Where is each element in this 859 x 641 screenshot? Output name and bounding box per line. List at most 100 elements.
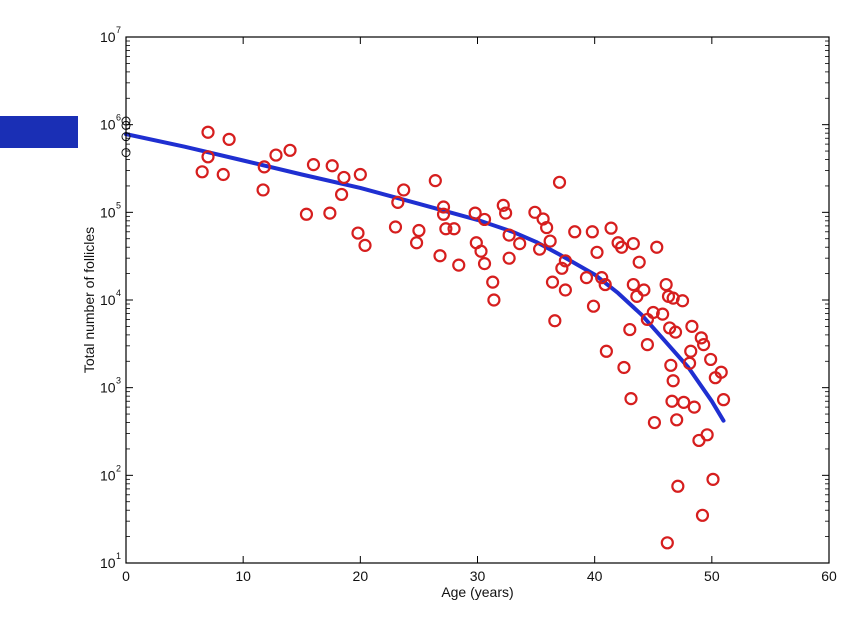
x-tick-label: 30 [470,568,486,584]
y-tick-exponent: 4 [116,288,121,298]
data-point [325,159,339,173]
data-point [558,283,572,297]
data-point [555,261,569,275]
data-point [671,479,685,493]
data-point [656,307,670,321]
data-point [447,222,461,236]
data-point [706,472,720,486]
data-point [532,242,547,256]
data-point [677,395,691,409]
y-tick-label: 10 [100,292,116,308]
data-point [545,275,560,289]
fit-curve [124,132,726,423]
x-tick-label: 10 [235,568,251,584]
y-tick-exponent: 5 [116,200,121,210]
data-point [436,200,451,214]
data-point [433,249,447,263]
y-tick-label: 10 [100,380,116,396]
data-point [697,337,711,352]
data-point [428,174,442,188]
data-point [646,305,660,320]
data-point [391,195,405,209]
data-point [623,322,637,337]
data-point [660,536,674,550]
plot-frame [125,36,830,564]
data-point [558,254,572,268]
data-point [477,257,492,271]
data-point [637,283,651,297]
data-point [586,299,601,313]
x-tick-label: 40 [587,568,603,584]
data-point [468,206,482,220]
data-point [675,294,690,308]
data-point [201,125,215,139]
data-point [670,413,684,427]
x-tick-label: 60 [821,568,837,584]
plot-area [121,116,731,550]
data-point [283,143,297,157]
data-point [397,183,411,197]
data-point [452,258,466,272]
data-point [409,236,424,250]
data-point [579,271,594,285]
data-point [502,228,516,242]
data-point [626,277,640,292]
y-axis-title: Total number of follicles [81,227,97,373]
data-point [269,148,283,162]
data-point [474,244,488,258]
data-point [684,344,698,358]
y-tick-label: 10 [100,204,116,220]
data-point [599,344,613,358]
y-tick-exponent: 6 [116,113,121,123]
data-point [222,132,236,146]
data-point [624,392,638,406]
data-point [665,394,679,408]
data-point [590,245,604,259]
data-point [695,508,710,522]
data-point [201,150,215,164]
data-point [714,365,728,379]
data-point [499,206,513,220]
data-point [337,170,351,185]
y-tick-label: 10 [100,555,116,571]
data-point [640,337,654,352]
data-point [666,374,680,388]
x-axis-title: Age (years) [441,584,513,600]
y-tick-exponent: 1 [116,551,121,561]
data-point [334,187,349,202]
data-point [668,325,683,339]
data-point [486,275,500,289]
data-point [436,207,451,221]
data-point [540,220,554,235]
data-point [632,255,646,269]
data-point [694,331,708,345]
data-point [552,175,567,189]
accent-bar [0,116,78,148]
data-point [685,319,699,333]
data-point [528,205,542,219]
data-point [704,352,718,367]
data-point [256,183,270,197]
data-point [388,220,403,234]
data-point [487,293,501,307]
data-point [659,277,673,292]
data-point [216,167,230,182]
data-point [568,225,582,239]
data-point [647,415,662,430]
data-point [502,251,516,265]
data-point [496,198,510,212]
data-point [306,158,321,172]
data-point [626,236,640,251]
data-point [615,240,629,254]
data-point [585,225,599,239]
data-point [604,221,618,235]
data-point [700,428,714,442]
data-point [617,360,631,375]
data-point [412,223,426,238]
data-point [195,165,209,179]
y-tick-label: 10 [100,467,116,483]
data-point [257,160,271,174]
data-point [351,226,365,240]
